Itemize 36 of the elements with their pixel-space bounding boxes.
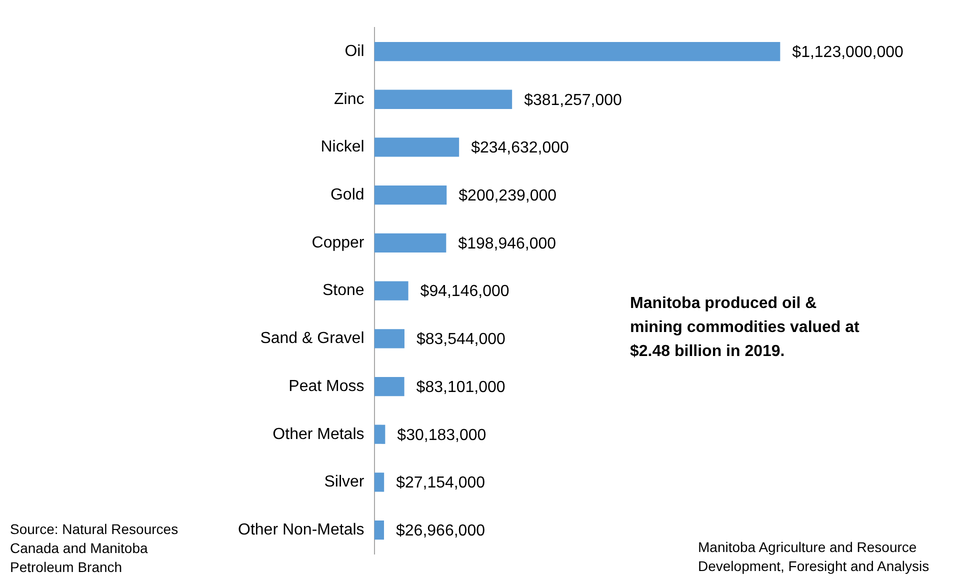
- data-label: $83,544,000: [416, 331, 506, 348]
- data-label: $94,146,000: [420, 283, 510, 300]
- data-label: $83,101,000: [416, 378, 506, 396]
- annotation: Manitoba Agriculture and Resource Development, Foresight and Analysis: [698, 538, 930, 576]
- data-label: $198,946,000: [458, 235, 556, 252]
- data-label: $30,183,000: [397, 426, 486, 444]
- bar: [374, 376, 404, 396]
- y-tick-label: Gold: [330, 186, 364, 204]
- y-tick-label: Stone: [322, 282, 364, 300]
- bar: [374, 42, 780, 62]
- bar: [374, 281, 408, 300]
- y-tick-label: Copper: [312, 234, 365, 252]
- data-label: $1,123,000,000: [792, 44, 904, 61]
- y-tick-label: Other Metals: [272, 426, 364, 443]
- bar: [374, 138, 460, 157]
- data-label: $234,632,000: [471, 140, 570, 157]
- y-tick-label: Other Non-Metals: [238, 521, 364, 538]
- data-label: $27,154,000: [396, 474, 486, 492]
- annotation: Manitoba produced oil & mining commodities valued at $2.48 billion in 2019.: [630, 294, 860, 362]
- y-tick-label: Peat Moss: [288, 378, 364, 395]
- data-label: $26,966,000: [396, 522, 486, 540]
- y-tick-label: Nickel: [320, 138, 364, 156]
- source-note: Source: Natural Resources Canada and Manitoba Petroleum Branch: [10, 520, 180, 577]
- y-tick-label: Silver: [324, 474, 365, 491]
- bar: [374, 472, 384, 492]
- y-tick-label: Oil: [344, 42, 364, 60]
- bar: [374, 90, 512, 109]
- data-label: $200,239,000: [458, 187, 557, 204]
- bar: [374, 186, 447, 205]
- bar: [374, 329, 404, 348]
- bar: [374, 520, 384, 540]
- bar: [374, 424, 386, 444]
- y-tick-label: Zinc: [334, 90, 364, 108]
- bar: [374, 233, 446, 253]
- data-label: $381,257,000: [524, 92, 622, 109]
- y-tick-label: Sand & Gravel: [260, 330, 364, 348]
